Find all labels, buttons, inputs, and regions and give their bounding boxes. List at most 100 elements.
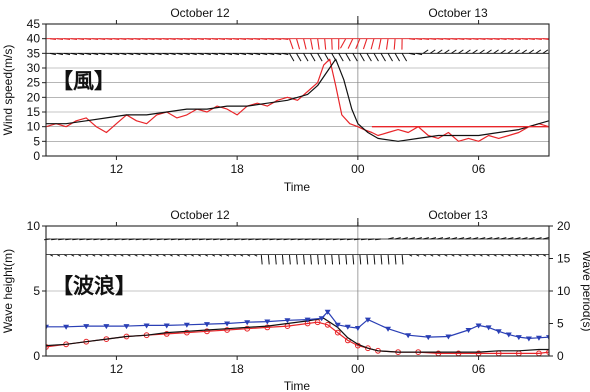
wave-arrow-upper (339, 238, 346, 241)
wave-arrow-lower (528, 254, 533, 257)
wave-arrow-upper (72, 238, 79, 241)
wind-arrow-model (507, 49, 513, 54)
wave-period-marker (103, 324, 110, 330)
wave-arrow-upper (170, 238, 177, 241)
wave-arrow-upper (535, 237, 542, 240)
wave-period-marker (163, 323, 170, 329)
wave-arrow-lower (84, 254, 89, 257)
wave-arrow-upper (402, 237, 408, 240)
wave-arrow-upper (100, 238, 107, 241)
wave-arrow-upper (423, 237, 430, 240)
wave-arrow-upper (416, 237, 422, 240)
wave-arrow-lower (288, 254, 291, 265)
wind-plot-frame (45, 23, 550, 157)
wave-arrow-lower (303, 254, 305, 265)
wave-arrow-upper (156, 238, 163, 241)
wave-arrow-lower (387, 254, 390, 265)
wave-arrow-upper (213, 238, 220, 241)
wave-period-marker (344, 324, 351, 330)
wave-arrow-upper (375, 238, 382, 241)
wave-arrow-lower (415, 254, 420, 257)
wave-period-marker (264, 319, 271, 325)
wave-period-marker (334, 322, 341, 328)
wave-arrow-lower (99, 254, 103, 257)
wave-y-right-tick-label: 5 (557, 317, 564, 331)
wave-arrow-lower (380, 254, 383, 265)
wind-arrow-model (535, 49, 542, 54)
wave-point-observed (163, 331, 170, 337)
wave-y-axis-title-right: Wave period(s) (580, 251, 590, 332)
wave-arrow-lower (260, 254, 263, 265)
wave-arrow-upper (79, 238, 86, 241)
wind-arrow-model (394, 53, 401, 62)
wave-arrow-upper (409, 237, 415, 240)
wave-point-observed (46, 344, 49, 350)
wave-arrow-lower (254, 254, 258, 257)
wave-arrow-lower (155, 254, 159, 257)
wave-arrow-upper (353, 238, 360, 241)
wind-arrow-observed (339, 38, 347, 49)
wind-arrow-model (465, 49, 471, 54)
wind-y-tick-label: 45 (27, 17, 41, 31)
wave-arrow-upper (65, 238, 72, 241)
wave-period-marker (465, 328, 472, 333)
wave-arrow-lower (310, 254, 312, 265)
wave-period-marker (445, 334, 452, 340)
wind-panel-tag: 【風】 (52, 70, 115, 93)
wave-arrow-lower (204, 254, 209, 257)
wave-arrow-upper (318, 238, 325, 241)
wave-arrow-upper (177, 238, 184, 241)
wave-arrow-upper (86, 238, 93, 241)
wave-arrow-lower (113, 254, 117, 257)
wave-arrow-lower (317, 254, 319, 265)
wave-arrow-lower (281, 254, 284, 265)
wave-period-marker (143, 323, 150, 329)
wave-y-tick-label: 0 (33, 349, 40, 363)
wave-arrow-upper (283, 238, 290, 241)
wave-arrow-upper (262, 238, 269, 241)
wave-arrow-upper (304, 238, 311, 241)
wind-arrow-observed (347, 38, 354, 49)
wind-arrow-model (422, 49, 429, 54)
wave-arrow-upper (458, 237, 465, 240)
wave-y-right-tick-label: 15 (557, 252, 571, 266)
wave-arrow-upper (430, 237, 437, 240)
wave-arrow-upper (465, 237, 472, 240)
wave-y-tick-label: 5 (33, 284, 40, 298)
wind-arrow-model (359, 53, 365, 62)
wave-arrow-upper (58, 238, 65, 241)
bottom-date-label-1: October 12 (170, 208, 230, 222)
wave-period-marker (364, 317, 371, 323)
wave-arrow-lower (232, 254, 237, 257)
wave-arrow-lower (134, 254, 138, 257)
wind-arrow-model (479, 49, 485, 54)
wave-panel-tag: 【波浪】 (52, 274, 136, 298)
wave-point-observed (264, 324, 271, 331)
wave-arrow-lower (352, 254, 355, 265)
wind-arrow-model (521, 49, 528, 54)
wave-point-observed (334, 329, 341, 336)
wave-period-marker (405, 333, 412, 339)
wave-arrow-lower (373, 254, 376, 265)
wave-direction-arrows (44, 237, 549, 265)
wave-x-tick-label: 00 (351, 362, 365, 376)
wave-arrow-upper (128, 238, 135, 241)
wave-period-marker (535, 335, 542, 341)
wave-arrow-lower (408, 254, 413, 257)
wave-y-right-tick-label: 20 (557, 219, 571, 233)
wave-panel: October 12 October 13 0 5 10 0 5 10 15 20 12 18… (1, 208, 590, 392)
wave-arrow-upper (149, 238, 156, 241)
wave-arrow-lower (542, 254, 547, 257)
wave-arrow-upper (493, 237, 500, 240)
wave-arrow-lower (183, 254, 187, 257)
wave-y-ticks-right: 0 5 10 15 20 (549, 219, 571, 363)
wind-y-tick-label: 25 (27, 76, 41, 90)
wind-arrow-model (289, 53, 295, 62)
wave-arrow-upper (248, 238, 255, 241)
wave-arrow-upper (255, 238, 262, 241)
wave-period-marker (203, 322, 210, 328)
wind-arrow-model (303, 53, 309, 62)
wave-x-tick-label: 12 (110, 362, 124, 376)
wave-y-right-tick-label: 10 (557, 284, 571, 298)
